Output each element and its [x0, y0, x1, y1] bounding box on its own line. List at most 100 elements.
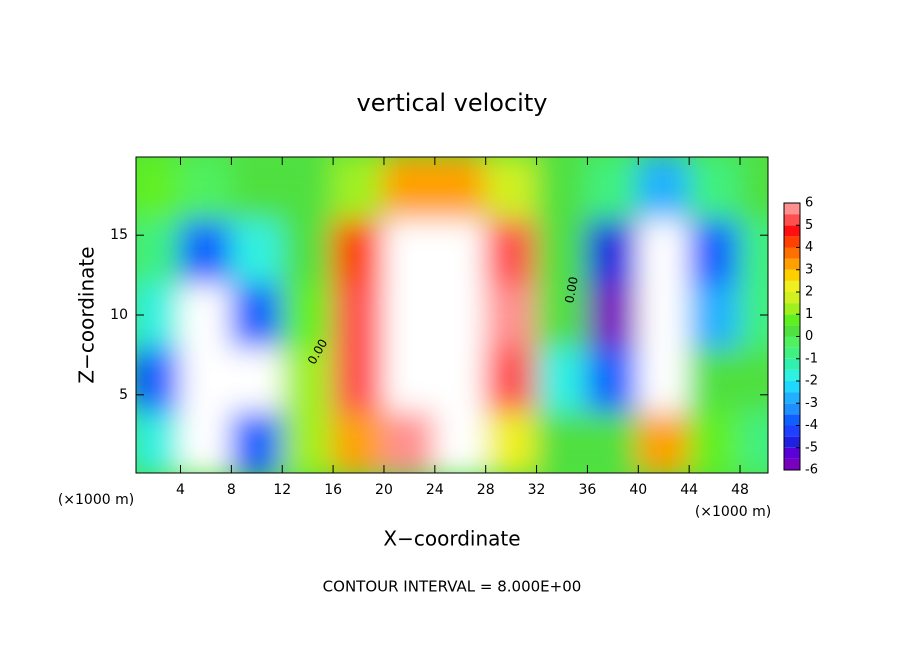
field-cell: [230, 157, 284, 221]
field-cell: [433, 345, 487, 412]
colorbar-swatch: [784, 314, 800, 326]
x-tick-label: 48: [731, 482, 749, 498]
x-tick-label: 4: [176, 482, 185, 498]
chart-title: vertical velocity: [357, 89, 548, 117]
colorbar-swatch: [784, 447, 800, 459]
field-cell: [136, 157, 182, 221]
colorbar-swatch: [784, 347, 800, 359]
field-cell: [637, 218, 691, 285]
x-tick-label: 12: [273, 482, 291, 498]
field-cell: [230, 218, 284, 285]
colorbar-label: -6: [805, 463, 818, 478]
field-cell: [179, 409, 233, 473]
colorbar-label: 3: [805, 262, 813, 277]
field-cell: [739, 218, 768, 285]
field-cell: [688, 282, 742, 348]
colorbar-label: -3: [805, 396, 818, 411]
colorbar-swatch: [784, 436, 800, 448]
field-cell: [484, 218, 538, 285]
field-cell: [382, 282, 436, 348]
field-cell: [281, 282, 335, 348]
field-cell: [688, 218, 742, 285]
colorbar-swatch: [784, 325, 800, 337]
field-cell: [535, 218, 589, 285]
field-cell: [484, 345, 538, 412]
field-cell: [535, 409, 589, 473]
colorbar-swatch: [784, 214, 800, 226]
field-cell: [586, 282, 640, 348]
field-cell: [688, 157, 742, 221]
field-cell: [433, 409, 487, 473]
field-cell: [484, 409, 538, 473]
x-tick-label: 36: [579, 482, 597, 498]
field-cell: [535, 157, 589, 221]
field-cell: [382, 157, 436, 221]
colorbar-swatch: [784, 203, 800, 215]
field-cell: [179, 345, 233, 412]
field-cell: [332, 218, 385, 285]
field-cell: [179, 218, 233, 285]
field-cell: [739, 409, 768, 473]
field-cell: [332, 409, 385, 473]
field-cell: [586, 157, 640, 221]
x-tick-label: 44: [680, 482, 698, 498]
colorbar-swatch: [784, 292, 800, 304]
contour-label: 0.00: [562, 276, 580, 305]
field-cell: [230, 345, 284, 412]
field-cell: [637, 345, 691, 412]
field-cell: [688, 409, 742, 473]
colorbar-swatch: [784, 369, 800, 381]
field-cell: [281, 218, 335, 285]
x-tick-label: 16: [324, 482, 342, 498]
field-cell: [382, 345, 436, 412]
y-axis-label: Z−coordinate: [75, 246, 99, 383]
field-cell: [739, 345, 768, 412]
field-cells: [136, 157, 768, 473]
field-cell: [281, 409, 335, 473]
field-cell: [230, 282, 284, 348]
x-tick-label: 40: [629, 482, 647, 498]
field-cell: [586, 218, 640, 285]
field-cell: [586, 345, 640, 412]
field-cell: [535, 345, 589, 412]
field: [136, 157, 768, 473]
field-cell: [281, 157, 335, 221]
field-cell: [332, 282, 385, 348]
field-cell: [484, 157, 538, 221]
y-tick-label: 5: [119, 387, 128, 403]
field-cell: [382, 409, 436, 473]
field-cell: [586, 409, 640, 473]
colorbar-label: -5: [805, 440, 818, 455]
colorbar-label: -2: [805, 374, 818, 389]
colorbar-label: 0: [805, 329, 813, 344]
field-cell: [739, 157, 768, 221]
x-axis-label: X−coordinate: [383, 527, 520, 551]
footer-note: CONTOUR INTERVAL = 8.000E+00: [323, 578, 582, 596]
colorbar-swatch: [784, 225, 800, 237]
field-cell: [637, 157, 691, 221]
colorbar-swatch: [784, 258, 800, 270]
colorbar-swatch: [784, 425, 800, 437]
colorbar-swatch: [784, 414, 800, 426]
field-cell: [230, 409, 284, 473]
field-cell: [637, 282, 691, 348]
colorbar-label: -1: [805, 351, 818, 366]
x-unit-right: (×1000 m): [695, 504, 771, 520]
colorbar-label: 6: [805, 196, 813, 211]
field-cell: [179, 157, 233, 221]
field-cell: [136, 218, 182, 285]
field-cell: [382, 218, 436, 285]
x-tick-label: 20: [375, 482, 393, 498]
colorbar-swatch: [784, 280, 800, 292]
colorbar-label: 1: [805, 307, 813, 322]
colorbar-swatch: [784, 358, 800, 370]
x-tick-label: 24: [426, 482, 444, 498]
field-cell: [484, 282, 538, 348]
colorbar-swatch: [784, 403, 800, 415]
field-cell: [136, 345, 182, 412]
colorbar-swatch: [784, 336, 800, 348]
field-cell: [433, 282, 487, 348]
y-tick-label: 15: [110, 227, 128, 243]
field-cell: [433, 157, 487, 221]
